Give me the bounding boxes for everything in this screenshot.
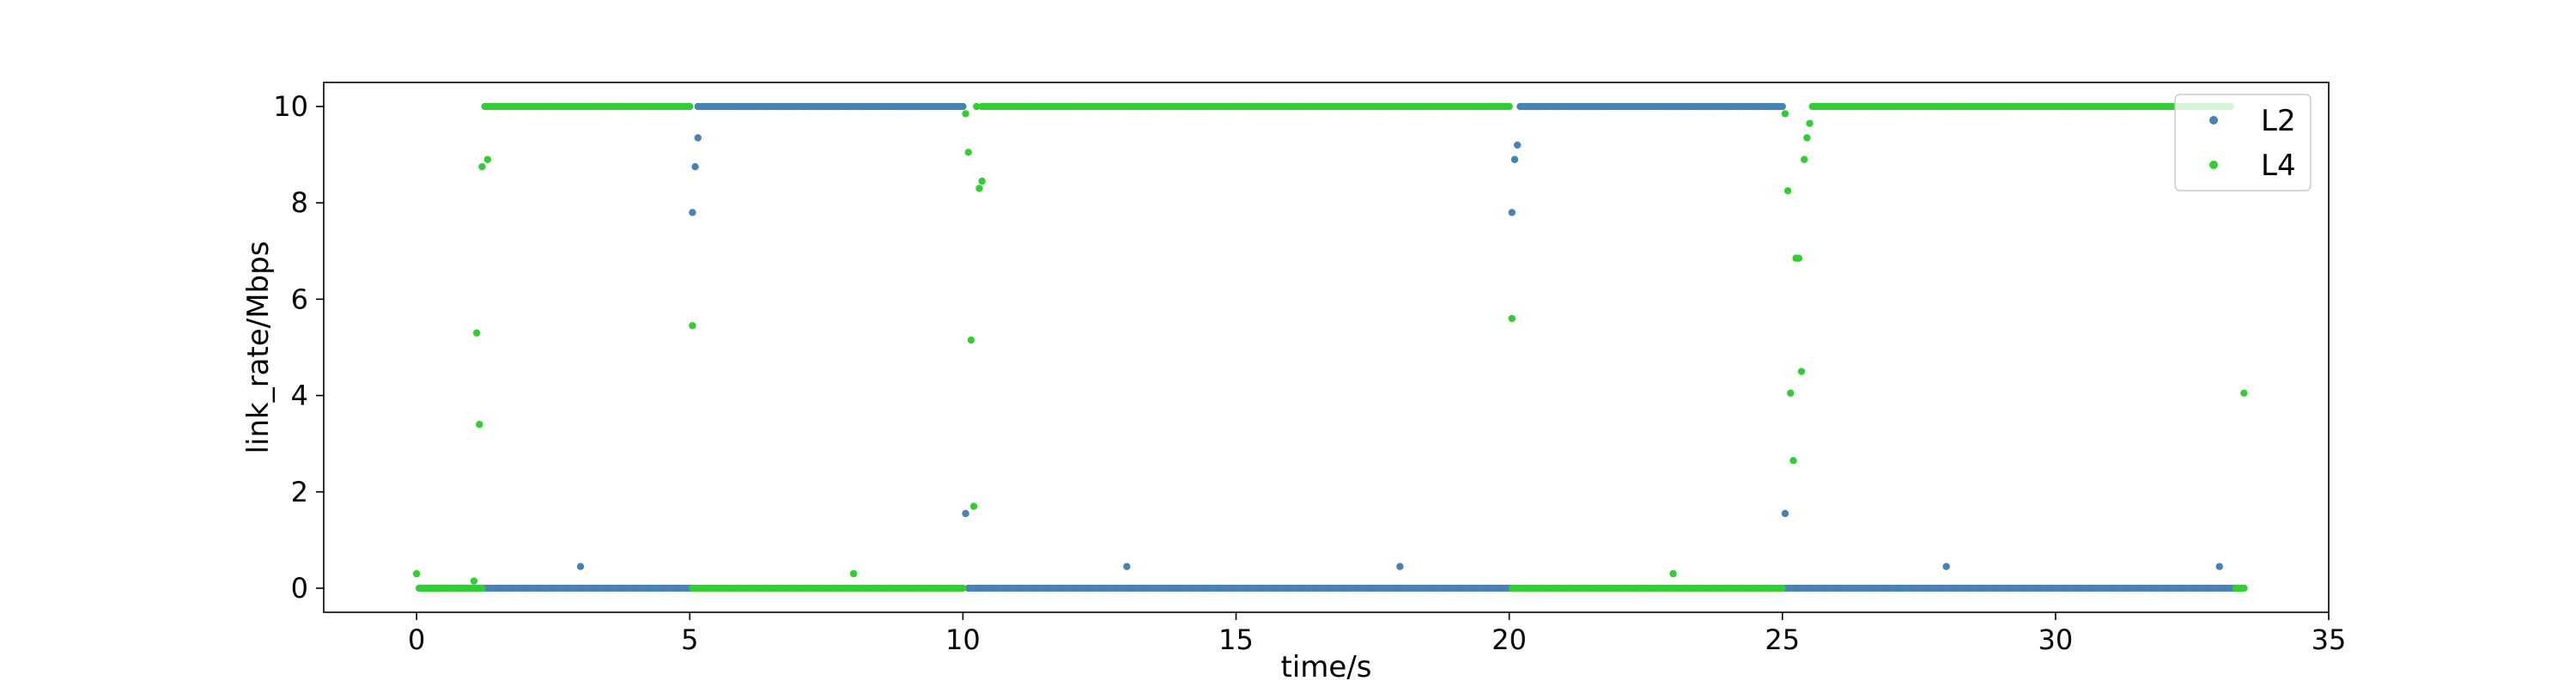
point-l4-655: [476, 421, 483, 429]
x-tick-label-15: 15: [1218, 623, 1254, 656]
point-l4-678: [1806, 119, 1814, 127]
point-l4-656: [478, 162, 486, 171]
point-l4-99: [686, 102, 694, 111]
point-l2-671: [1513, 141, 1522, 149]
point-l4-393: [1505, 102, 1513, 111]
point-l4-671: [1787, 389, 1795, 397]
y-tick-label-10: 10: [273, 90, 308, 123]
y-axis: 0 2 4 6 8 10: [273, 90, 324, 605]
point-l2-670: [1510, 155, 1519, 163]
point-l4-657: [483, 155, 492, 163]
y-tick-label-8: 8: [291, 186, 308, 219]
point-l4-664: [973, 102, 981, 111]
point-l2-674: [2215, 562, 2223, 570]
plot-frame: [323, 82, 2330, 613]
point-l4-651: [2240, 584, 2248, 593]
point-l2-668: [1396, 562, 1404, 570]
point-l4-675: [1797, 368, 1806, 375]
point-l4-674: [1795, 254, 1803, 262]
legend-label-l2: L2: [2261, 104, 2296, 138]
point-l2-672: [1781, 509, 1789, 518]
point-l4-654: [472, 329, 481, 337]
point-l2-663: [689, 209, 696, 216]
y-tick-label-0: 0: [291, 572, 308, 605]
x-tick-label-0: 0: [408, 623, 425, 656]
point-l4-666: [978, 177, 986, 185]
point-l4-672: [1789, 457, 1797, 465]
point-l2-665: [694, 134, 702, 142]
point-l4-652: [412, 569, 421, 578]
point-l2-669: [1508, 209, 1516, 216]
point-l4-676: [1801, 155, 1808, 163]
point-l2-666: [962, 509, 969, 518]
x-tick-label-20: 20: [1492, 623, 1527, 656]
point-l4-659: [849, 569, 858, 578]
point-l4-661: [964, 149, 972, 156]
point-l2-197: [959, 102, 967, 111]
point-l4-669: [1781, 110, 1789, 118]
x-tick-label-30: 30: [2038, 623, 2074, 656]
y-tick-label-2: 2: [291, 476, 308, 508]
point-l4-658: [689, 322, 696, 330]
point-l4-23: [478, 584, 486, 593]
point-l2-493: [1778, 102, 1786, 111]
legend-marker-l2: [2209, 116, 2218, 125]
legend-marker-l4: [2209, 161, 2218, 169]
x-tick-label-10: 10: [945, 623, 981, 656]
point-l4-663: [969, 502, 978, 510]
x-axis-label: time/s: [1281, 650, 1372, 684]
legend-label-l4: L4: [2261, 149, 2296, 183]
point-l4-660: [962, 110, 969, 118]
legend: L2 L4: [2174, 94, 2312, 192]
point-l2-664: [691, 162, 699, 171]
point-l4-662: [967, 336, 975, 344]
x-tick-label-5: 5: [681, 623, 698, 656]
x-tick-label-25: 25: [1765, 623, 1800, 656]
x-tick-label-35: 35: [2312, 623, 2347, 656]
y-axis-label: link_rate/Mbps: [241, 241, 276, 454]
point-l4-653: [470, 577, 478, 585]
point-l4-199: [959, 584, 967, 593]
point-l4-667: [1508, 314, 1516, 323]
y-tick-label-6: 6: [291, 283, 308, 315]
point-l2-662: [576, 562, 585, 570]
point-l4-493: [1778, 584, 1786, 593]
point-l4-670: [1783, 187, 1792, 195]
point-l2-673: [1942, 562, 1950, 570]
y-tick-label-4: 4: [291, 380, 308, 412]
point-l4-679: [2240, 389, 2248, 397]
legend-box: [2174, 94, 2312, 192]
point-l4-665: [975, 185, 983, 192]
data-points: [412, 102, 2248, 593]
point-l4-668: [1669, 569, 1677, 578]
point-l2-667: [1123, 562, 1131, 570]
point-l4-677: [1803, 134, 1811, 142]
x-axis: 0 5 10 15 20 25 30 35: [408, 612, 2346, 656]
